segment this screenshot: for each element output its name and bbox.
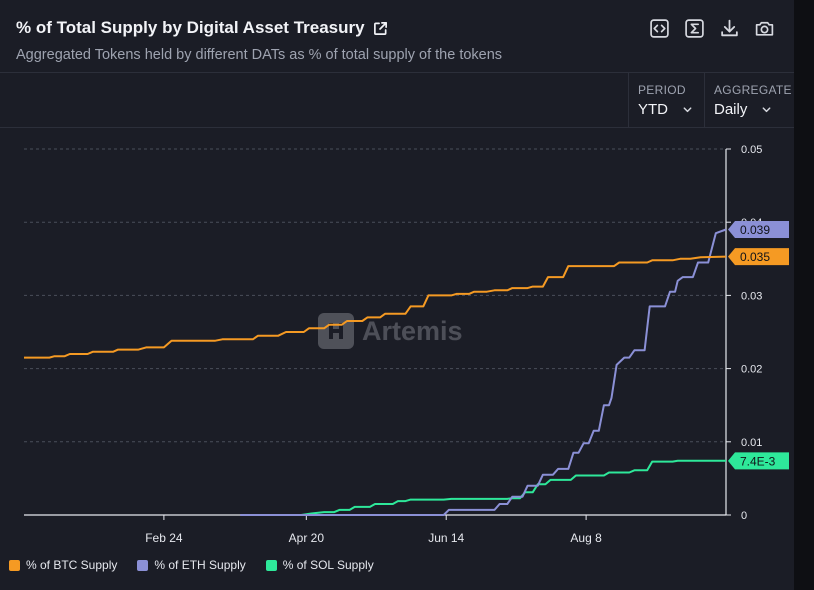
embed-button[interactable] [648, 17, 671, 40]
sum-button[interactable] [683, 17, 706, 40]
last-value-tag [728, 452, 789, 470]
artemis-logo-icon [318, 313, 354, 349]
y-tick-label: 0.03 [741, 290, 762, 302]
legend-btc-swatch [9, 559, 20, 571]
last-value-tag [728, 248, 789, 266]
period-select[interactable]: PERIOD YTD [628, 73, 704, 127]
x-tick-label: Feb 24 [145, 531, 183, 545]
x-tick-label: Jun 14 [428, 531, 464, 545]
series-line-eth [240, 228, 727, 516]
screenshot-button[interactable] [753, 17, 776, 40]
last-value-label-sol: 7.4E-3 [728, 452, 789, 470]
legend-btc[interactable]: % of BTC Supply [9, 558, 117, 572]
code-icon [650, 19, 669, 38]
last-value-text: 0.039 [740, 223, 770, 237]
chevron-down-icon [683, 107, 692, 113]
series-line-btc [24, 255, 727, 359]
header-divider [0, 72, 794, 73]
y-tick-label: 0 [741, 510, 747, 522]
y-tick-label: 0.01 [741, 437, 762, 449]
last-value-text: 0.035 [740, 250, 770, 264]
legend-btc-label: % of BTC Supply [26, 558, 118, 572]
camera-icon [755, 21, 774, 36]
aggregate-value: Daily [714, 101, 748, 118]
legend-sol[interactable]: % of SOL Supply [265, 558, 374, 572]
window-edge [794, 0, 814, 590]
x-tick-label: Aug 8 [570, 531, 602, 545]
chart-panel: % of Total Supply by Digital Asset Treas… [0, 17, 794, 572]
sigma-icon [685, 19, 704, 38]
controls-divider [0, 127, 794, 128]
external-link-icon[interactable] [373, 21, 388, 36]
y-tick-label: 0.05 [741, 144, 762, 156]
chart-toolbar [648, 17, 776, 40]
last-value-label-btc: 0.035 [728, 248, 789, 266]
legend-eth-swatch [137, 559, 149, 571]
series-line-sol [301, 459, 726, 516]
chart-subtitle: Aggregated Tokens held by different DATs… [16, 47, 503, 63]
watermark-text: Artemis [362, 315, 463, 346]
legend-sol-swatch [265, 559, 277, 571]
legend-eth[interactable]: % of ETH Supply [137, 558, 246, 572]
x-tick-label: Apr 20 [289, 531, 325, 545]
chevron-down-icon [762, 107, 771, 113]
chart-title[interactable]: % of Total Supply by Digital Asset Treas… [16, 18, 388, 38]
last-value-label-eth: 0.039 [728, 221, 789, 239]
period-label: PERIOD [638, 83, 686, 97]
last-value-text: 7.4E-3 [740, 454, 776, 468]
download-icon [721, 19, 738, 37]
aggregate-select[interactable]: AGGREGATE Daily [704, 73, 794, 127]
period-value: YTD [638, 101, 668, 118]
download-button[interactable] [718, 17, 741, 40]
legend-eth-label: % of ETH Supply [154, 558, 246, 572]
chart-title-text: % of Total Supply by Digital Asset Treas… [16, 18, 365, 37]
legend-sol-label: % of SOL Supply [282, 558, 374, 572]
y-tick-label: 0.02 [741, 364, 762, 376]
chart-legend: % of BTC Supply % of ETH Supply % of SOL… [9, 558, 374, 572]
aggregate-label: AGGREGATE [714, 83, 792, 97]
last-value-tag [728, 221, 789, 239]
artemis-watermark: Artemis [318, 313, 463, 349]
